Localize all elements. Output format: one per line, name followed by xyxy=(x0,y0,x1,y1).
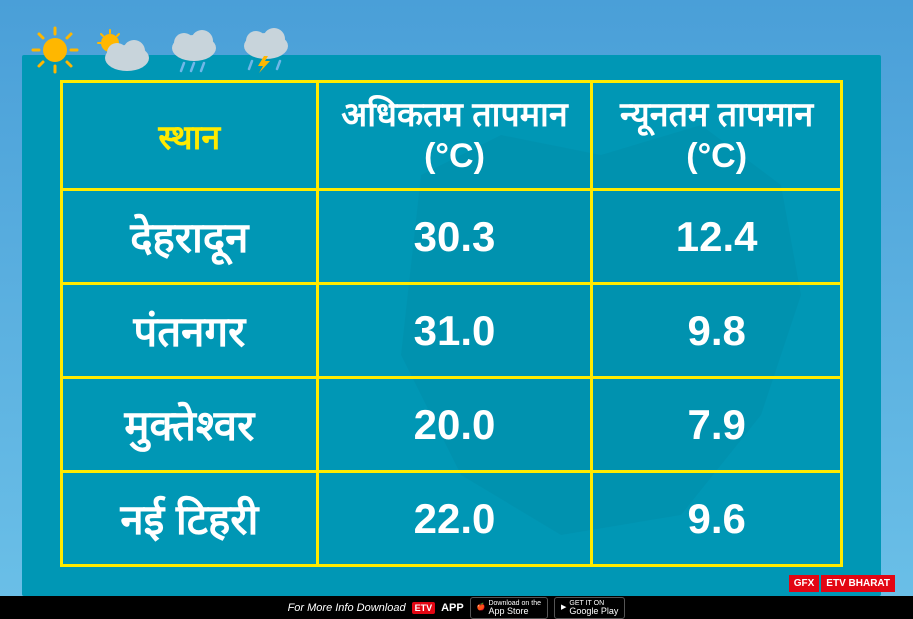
cell-location: पंतनगर xyxy=(62,284,318,378)
gfx-brand-badge: GFX ETV BHARAT xyxy=(789,575,895,592)
header-max-temp: अधिकतम तापमान (°C) xyxy=(317,82,592,190)
cell-max-temp: 31.0 xyxy=(317,284,592,378)
apple-icon: 🍎 xyxy=(477,604,486,611)
header-min-temp: न्यूनतम तापमान (°C) xyxy=(592,82,842,190)
cell-location: देहरादून xyxy=(62,190,318,284)
cell-min-temp: 9.8 xyxy=(592,284,842,378)
appstore-big: App Store xyxy=(488,607,541,616)
cell-max-temp: 22.0 xyxy=(317,472,592,566)
cell-max-temp: 20.0 xyxy=(317,378,592,472)
table-row: नई टिहरी 22.0 9.6 xyxy=(62,472,842,566)
appstore-badge[interactable]: 🍎 Download on the App Store xyxy=(470,597,548,619)
table-header-row: स्थान अधिकतम तापमान (°C) न्यूनतम तापमान … xyxy=(62,82,842,190)
gfx-label: GFX xyxy=(789,575,820,592)
cell-min-temp: 12.4 xyxy=(592,190,842,284)
main-panel: स्थान अधिकतम तापमान (°C) न्यूनतम तापमान … xyxy=(22,55,881,596)
cell-location: मुक्तेश्वर xyxy=(62,378,318,472)
cell-min-temp: 7.9 xyxy=(592,378,842,472)
cell-min-temp: 9.6 xyxy=(592,472,842,566)
download-text: For More Info Download xyxy=(288,602,406,614)
weather-table: स्थान अधिकतम तापमान (°C) न्यूनतम तापमान … xyxy=(60,80,843,567)
table-row: पंतनगर 31.0 9.8 xyxy=(62,284,842,378)
play-icon: ▶ xyxy=(561,604,566,611)
footer-bar: For More Info Download ETV APP 🍎 Downloa… xyxy=(0,596,913,619)
rain-cloud-icon xyxy=(164,28,224,73)
playstore-big: Google Play xyxy=(569,607,618,616)
gfx-brand: ETV BHARAT xyxy=(821,575,895,592)
cell-location: नई टिहरी xyxy=(62,472,318,566)
table-row: देहरादून 30.3 12.4 xyxy=(62,190,842,284)
app-label: APP xyxy=(441,602,464,614)
table-row: मुक्तेश्वर 20.0 7.9 xyxy=(62,378,842,472)
header-location: स्थान xyxy=(62,82,318,190)
sun-cloud-icon xyxy=(92,28,152,73)
playstore-badge[interactable]: ▶ GET IT ON Google Play xyxy=(554,597,625,619)
weather-icon-row xyxy=(30,25,296,75)
brand-app-icon: ETV xyxy=(412,602,436,614)
cell-max-temp: 30.3 xyxy=(317,190,592,284)
storm-cloud-icon xyxy=(236,28,296,73)
sun-icon xyxy=(30,25,80,75)
